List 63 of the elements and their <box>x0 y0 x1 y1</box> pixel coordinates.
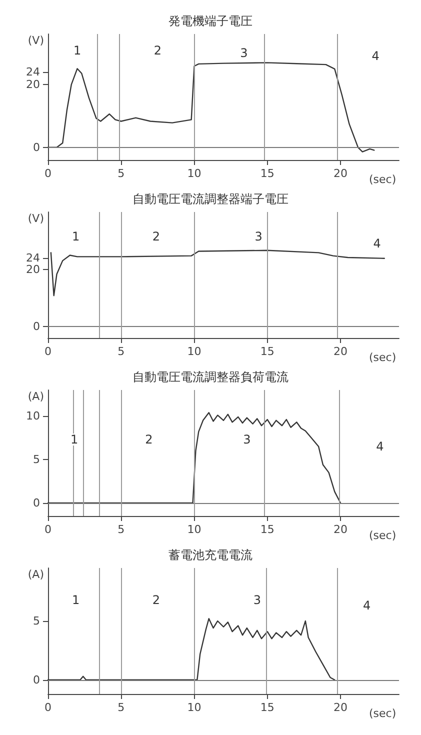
annotation: 1 <box>72 229 80 244</box>
annotation: 3 <box>254 229 262 244</box>
x-tick-label: 5 <box>118 701 125 714</box>
x-tick-label: 0 <box>44 345 52 358</box>
annotation: 2 <box>154 44 162 58</box>
x-axis-title: (sec) <box>369 351 396 364</box>
x-tick-label: 5 <box>118 523 125 536</box>
x-tick-label: 10 <box>187 701 202 714</box>
annotation: 1 <box>70 432 78 447</box>
x-tick-label: 15 <box>260 701 274 714</box>
x-tick-label: 20 <box>334 701 348 714</box>
y-tick-label: 20 <box>26 262 40 276</box>
y-tick-label: 5 <box>33 453 40 466</box>
line-series <box>47 62 375 152</box>
x-axis-title: (sec) <box>369 173 396 186</box>
x-axis-title: (sec) <box>369 529 396 542</box>
y-tick-label: 24 <box>26 251 40 264</box>
annotation: 3 <box>240 46 248 60</box>
x-tick-label: 20 <box>334 345 348 358</box>
y-axis-title: (A) <box>28 568 44 581</box>
y-tick-label: 0 <box>33 496 40 510</box>
x-tick-label: 20 <box>334 523 348 536</box>
line-series <box>50 250 385 296</box>
annotation: 2 <box>145 432 153 447</box>
y-tick-label: 5 <box>33 614 40 628</box>
annotation: 2 <box>152 592 160 607</box>
annotation: 4 <box>372 49 380 64</box>
x-tick-label: 15 <box>260 523 274 536</box>
y-tick-label: 24 <box>26 65 40 78</box>
annotation: 3 <box>253 592 261 607</box>
x-tick-label: 10 <box>187 523 202 536</box>
x-tick-label: 0 <box>44 167 52 180</box>
y-axis-title: (A) <box>28 390 44 403</box>
x-tick-label: 15 <box>260 345 274 358</box>
x-tick-label: 20 <box>334 167 348 180</box>
chart-title: 自動電圧電流調整器負荷電流 <box>132 370 288 384</box>
chart-title: 蓄電池充電電流 <box>168 548 252 562</box>
annotation: 2 <box>152 229 160 244</box>
line-series <box>47 618 336 680</box>
annotation: 3 <box>243 432 251 447</box>
annotation: 4 <box>376 439 384 454</box>
y-tick-label: 0 <box>33 673 40 686</box>
y-tick-label: 0 <box>33 320 40 334</box>
x-tick-label: 5 <box>118 345 125 358</box>
annotation: 4 <box>373 236 381 250</box>
x-tick-label: 10 <box>187 345 202 358</box>
chart-title: 自動電圧電流調整器端子電圧 <box>132 192 288 206</box>
y-axis-title: (V) <box>28 212 44 225</box>
y-axis-title: (V) <box>28 34 44 47</box>
x-axis-title: (sec) <box>369 707 396 720</box>
x-tick-label: 0 <box>44 523 52 536</box>
y-tick-label: 0 <box>33 140 40 154</box>
annotation: 1 <box>72 592 80 607</box>
x-tick-label: 0 <box>44 701 52 714</box>
x-tick-label: 15 <box>260 167 274 180</box>
chart-title: 発電機端子電圧 <box>168 14 252 28</box>
y-tick-label: 10 <box>26 410 40 423</box>
y-tick-label: 20 <box>26 78 40 91</box>
annotation: 1 <box>73 44 82 58</box>
annotation: 4 <box>363 598 371 613</box>
line-series <box>47 412 342 504</box>
x-tick-label: 10 <box>187 167 202 180</box>
x-tick-label: 5 <box>118 167 125 180</box>
